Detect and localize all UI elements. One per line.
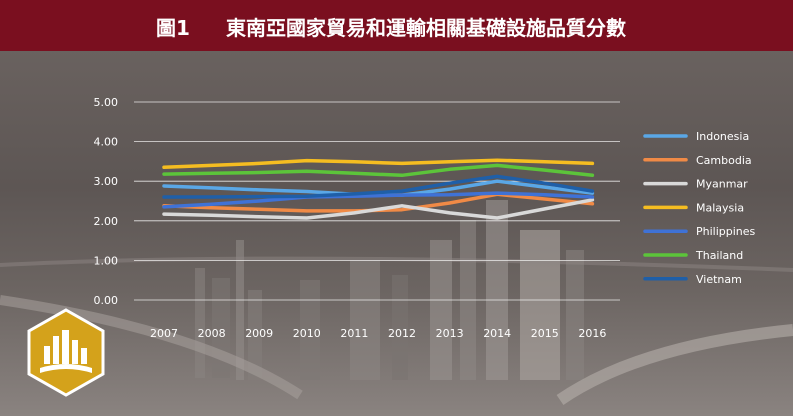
y-tick-label: 0.00 [94, 294, 119, 307]
x-axis-ticks: 2007 2008 2009 2010 2011 2012 2013 2014 2015 2016 [150, 327, 606, 340]
x-tick-label: 2008 [198, 327, 226, 340]
bridge-arc-right [556, 324, 793, 405]
legend-label-malaysia: Malaysia [696, 201, 744, 214]
figure-number: 圖1 [156, 16, 190, 40]
bridge-arc-left [0, 295, 303, 400]
title-bar: 圖1 東南亞國家貿易和運輸相關基礎設施品質分數 [0, 0, 793, 51]
x-tick-label: 2012 [388, 327, 416, 340]
legend-label-cambodia: Cambodia [696, 154, 752, 167]
x-tick-label: 2011 [340, 327, 368, 340]
x-tick-label: 2009 [245, 327, 273, 340]
legend-label-thailand: Thailand [695, 249, 743, 262]
gridlines [134, 101, 620, 301]
y-tick-label: 3.00 [94, 175, 119, 188]
legend-label-vietnam: Vietnam [696, 273, 742, 286]
x-tick-label: 2010 [293, 327, 321, 340]
y-axis-ticks: 0.00 1.00 2.00 3.00 4.00 5.00 [94, 96, 119, 307]
y-tick-label: 2.00 [94, 215, 119, 228]
chart-title: 東南亞國家貿易和運輸相關基礎設施品質分數 [226, 16, 626, 40]
series-line-malaysia [162, 158, 595, 170]
background-skyline [195, 200, 584, 380]
y-tick-label: 1.00 [94, 254, 119, 267]
x-tick-label: 2007 [150, 327, 178, 340]
logo-badge [27, 308, 105, 397]
series-line-thailand [162, 163, 595, 178]
x-tick-label: 2014 [483, 327, 511, 340]
x-tick-label: 2013 [436, 327, 464, 340]
x-tick-label: 2016 [578, 327, 606, 340]
y-tick-label: 4.00 [94, 136, 119, 149]
series-line-philippines [162, 191, 595, 209]
legend-label-myanmar: Myanmar [696, 178, 748, 191]
legend: Indonesia Cambodia Myanmar Malaysia Philippi… [643, 130, 756, 286]
legend-label-indonesia: Indonesia [696, 130, 749, 143]
bridge-arc-far [0, 256, 793, 272]
series-line-vietnam [162, 174, 595, 199]
y-tick-label: 5.00 [94, 96, 119, 109]
x-tick-label: 2015 [531, 327, 559, 340]
legend-label-philippines: Philippines [696, 225, 756, 238]
series-line-myanmar [162, 198, 595, 220]
series-lines [162, 158, 595, 220]
